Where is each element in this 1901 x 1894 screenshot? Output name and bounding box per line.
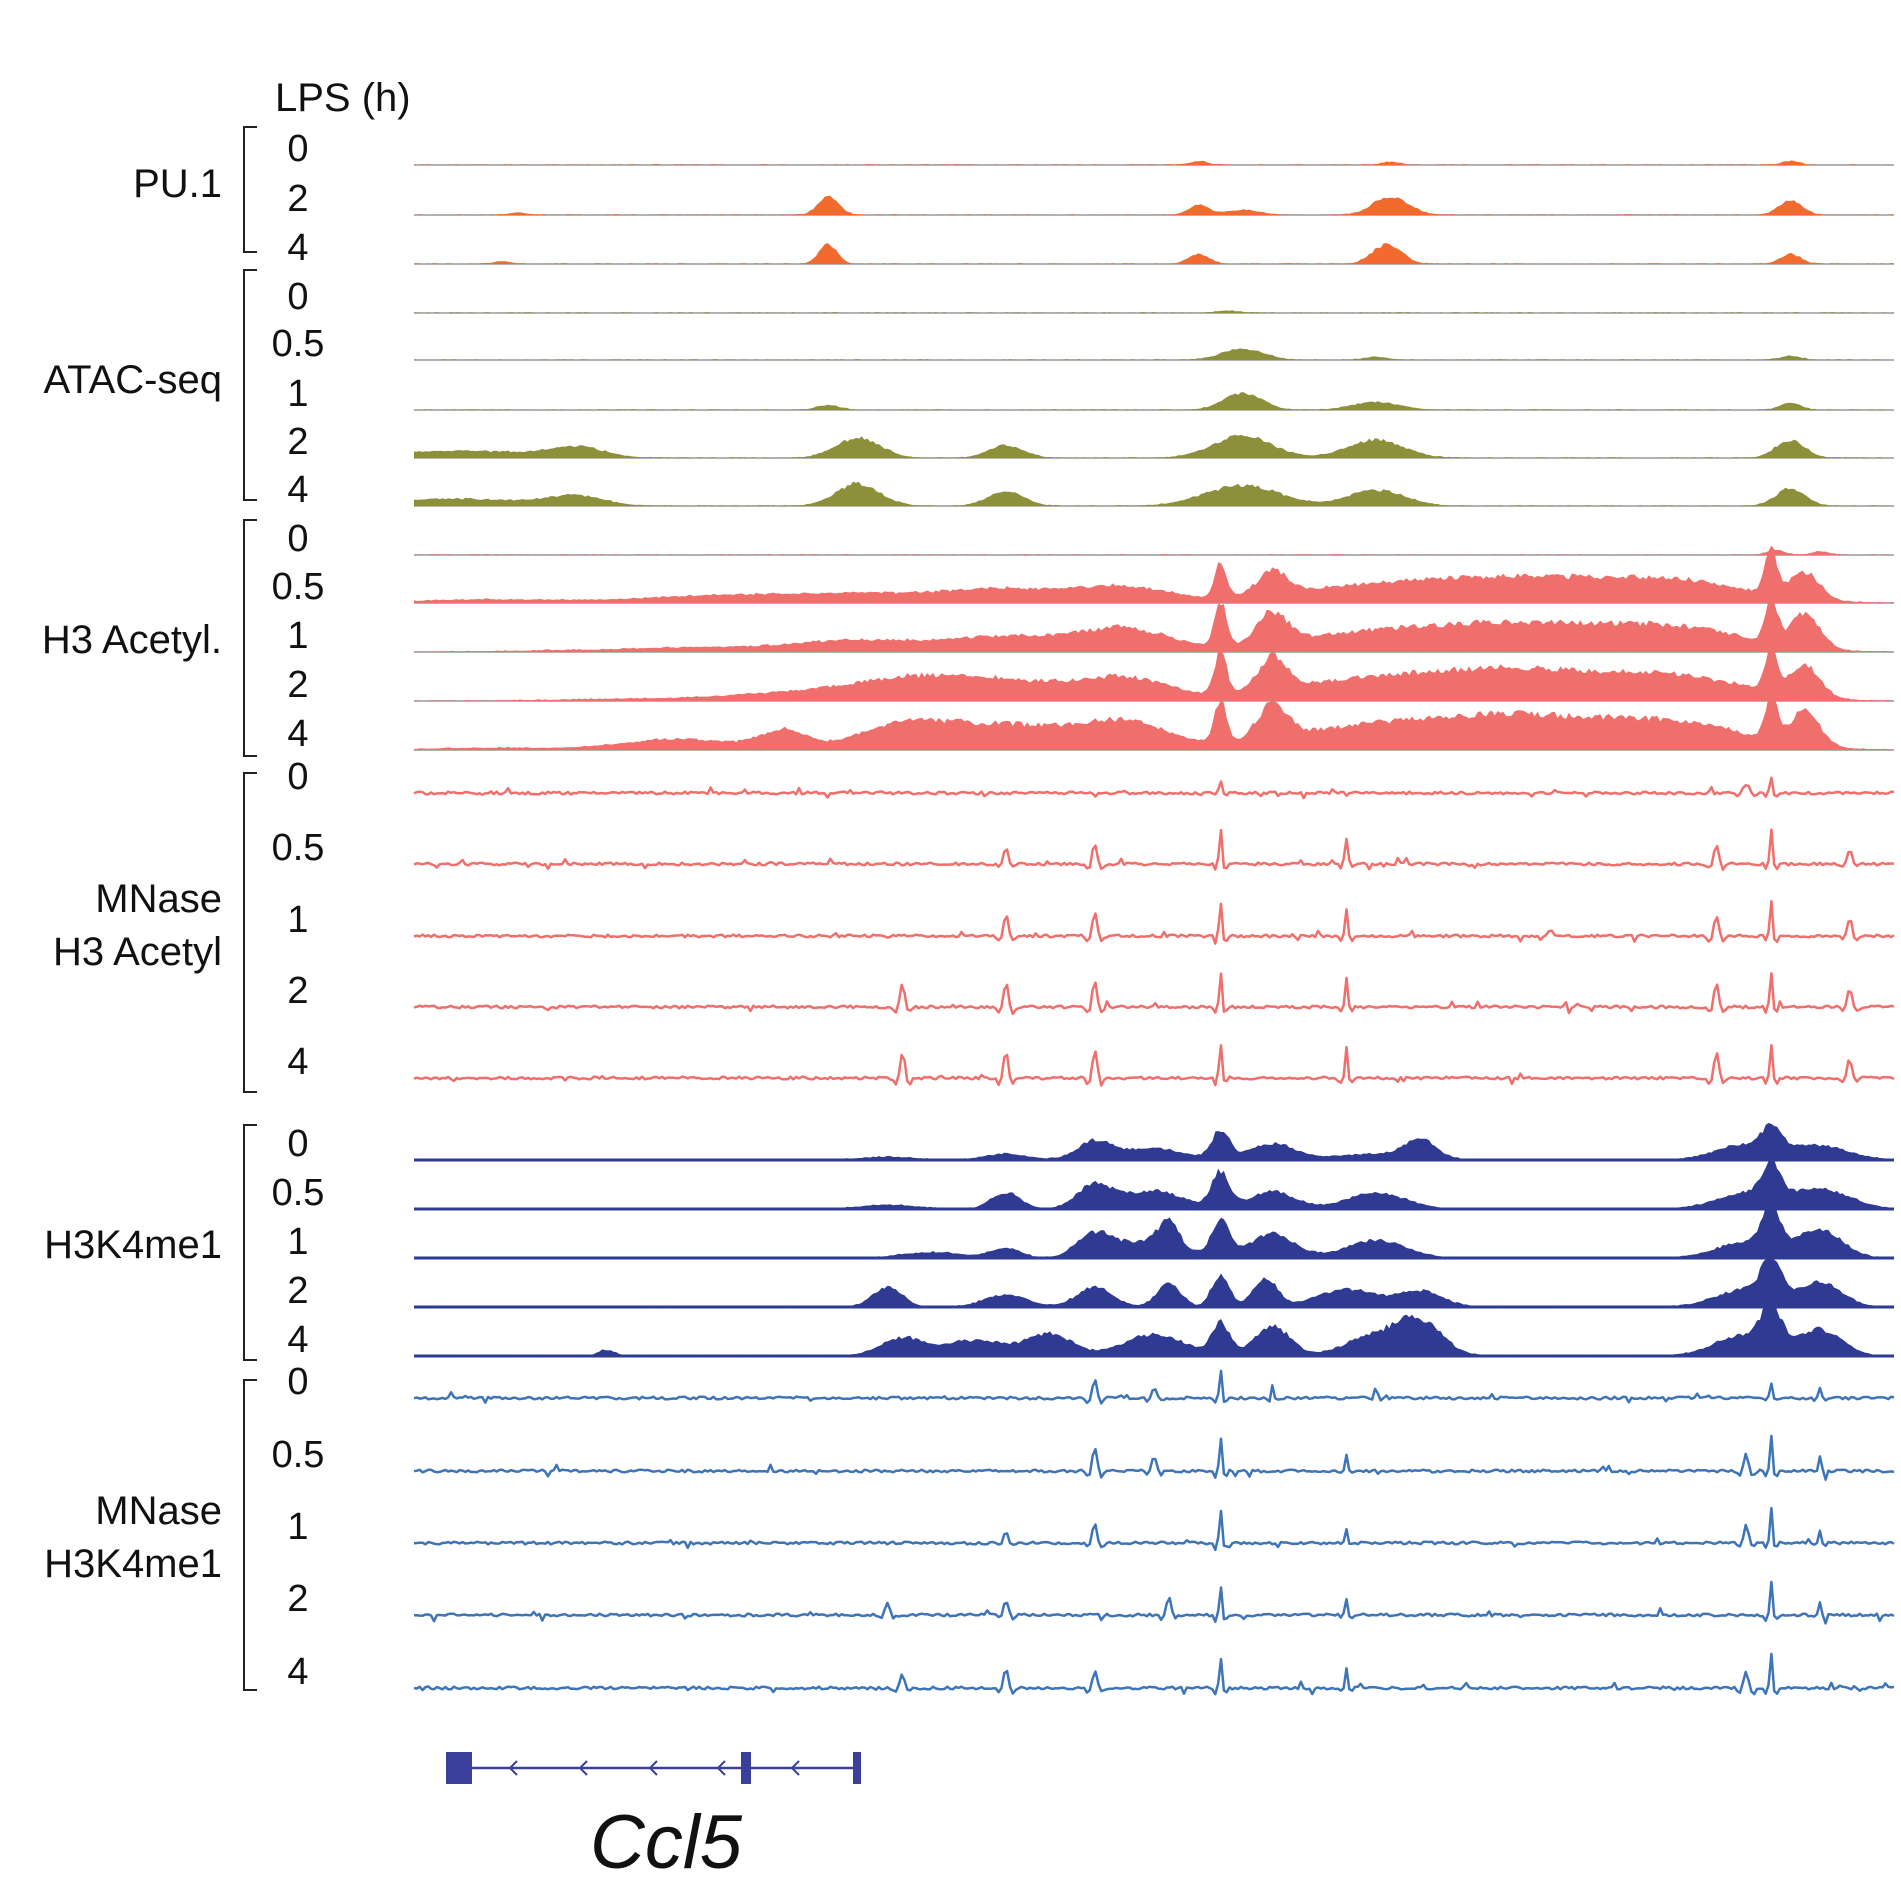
signal-area-h3-acetyl--0 bbox=[414, 549, 1894, 555]
group-label-4-0: H3K4me1 bbox=[44, 1223, 222, 1267]
timepoint-label: 2 bbox=[287, 178, 308, 220]
timepoint-label: 0.5 bbox=[272, 566, 325, 608]
gene-exon-2 bbox=[741, 1752, 751, 1784]
signal-area-h3-acetyl--0.5 bbox=[414, 545, 1894, 603]
group-label-3-1: H3 Acetyl bbox=[53, 930, 222, 974]
timepoint-label: 4 bbox=[287, 1319, 308, 1361]
gene-exon-1 bbox=[446, 1752, 472, 1784]
signal-area-pu-1-0 bbox=[414, 160, 1894, 165]
timepoint-label: 2 bbox=[287, 970, 308, 1012]
timepoint-label: 0 bbox=[287, 1361, 308, 1403]
gene-name: Ccl5 bbox=[590, 1800, 743, 1885]
timepoint-label: 1 bbox=[287, 615, 308, 657]
signal-area-atac-seq-4 bbox=[414, 481, 1894, 506]
group-bracket bbox=[243, 519, 257, 757]
timepoint-label: 0.5 bbox=[272, 1434, 325, 1476]
signal-area-atac-seq-2 bbox=[414, 434, 1894, 458]
signal-area-h3k4me1-0.5 bbox=[414, 1155, 1894, 1209]
signal-wiggle-mnase-h3-acetyl-1 bbox=[413, 899, 1895, 945]
timepoint-label: 1 bbox=[287, 1506, 308, 1548]
group-label-3-0: MNase bbox=[95, 877, 222, 921]
strand-arrow-icon bbox=[648, 1760, 658, 1776]
track-labels: PU.1 0 2 4 ATAC-seq 0 0.5 1 2 4 H3 Acetyl. 0 0.5 1 2 4 M… bbox=[42, 126, 325, 1693]
signal-wiggle-mnase-h3-acetyl-0.5 bbox=[413, 828, 1894, 871]
signal-wiggle-mnase-h3k4me1-0.5 bbox=[413, 1434, 1895, 1481]
signal-area-h3k4me1-0 bbox=[414, 1123, 1894, 1160]
group-bracket bbox=[243, 126, 257, 253]
strand-arrow-icon bbox=[578, 1760, 588, 1776]
signal-wiggle-mnase-h3-acetyl-4 bbox=[413, 1043, 1895, 1087]
signal-wiggle-mnase-h3k4me1-4 bbox=[413, 1652, 1895, 1696]
gene-model bbox=[446, 1752, 861, 1784]
timepoint-label: 0.5 bbox=[272, 323, 325, 365]
timepoint-label: 4 bbox=[287, 1041, 308, 1083]
strand-arrow-icon bbox=[508, 1760, 518, 1776]
timepoint-label: 0 bbox=[287, 128, 308, 170]
timepoint-label: 1 bbox=[287, 899, 308, 941]
group-label-0-0: PU.1 bbox=[133, 162, 222, 206]
signal-area-h3-acetyl--4 bbox=[414, 693, 1894, 750]
signal-area-pu-1-2 bbox=[414, 195, 1894, 215]
timepoint-label: 0.5 bbox=[272, 1172, 325, 1214]
timepoint-label: 1 bbox=[287, 1221, 308, 1263]
time-axis-label: LPS (h) bbox=[275, 76, 411, 120]
timepoint-label: 4 bbox=[287, 713, 308, 755]
group-label-1-0: ATAC-seq bbox=[43, 358, 222, 402]
timepoint-label: 4 bbox=[287, 469, 308, 511]
group-bracket bbox=[243, 1124, 257, 1361]
strand-arrow-icon bbox=[716, 1760, 726, 1776]
timepoint-label: 4 bbox=[287, 1651, 308, 1693]
signal-wiggle-mnase-h3k4me1-0 bbox=[413, 1369, 1895, 1405]
timepoint-label: 0.5 bbox=[272, 827, 325, 869]
group-label-5-0: MNase bbox=[95, 1489, 222, 1533]
group-label-5-1: H3K4me1 bbox=[44, 1542, 222, 1586]
timepoint-label: 0 bbox=[287, 518, 308, 560]
signal-area-h3-acetyl--1 bbox=[414, 599, 1894, 652]
group-bracket bbox=[243, 1379, 257, 1691]
strand-arrow-icon bbox=[790, 1760, 800, 1776]
timepoint-label: 0 bbox=[287, 276, 308, 318]
signal-area-atac-seq-0.5 bbox=[414, 348, 1894, 360]
timepoint-label: 2 bbox=[287, 1270, 308, 1312]
timepoint-label: 0 bbox=[287, 756, 308, 798]
signal-wiggle-mnase-h3k4me1-1 bbox=[413, 1506, 1895, 1552]
signal-tracks bbox=[413, 160, 1895, 1696]
signal-area-pu-1-4 bbox=[414, 243, 1894, 264]
signal-wiggle-mnase-h3k4me1-2 bbox=[413, 1580, 1895, 1625]
timepoint-label: 0 bbox=[287, 1123, 308, 1165]
signal-area-h3k4me1-1 bbox=[414, 1202, 1894, 1258]
signal-wiggle-mnase-h3-acetyl-2 bbox=[413, 972, 1895, 1016]
timepoint-label: 2 bbox=[287, 421, 308, 463]
group-bracket bbox=[243, 269, 257, 501]
gene-exon-3 bbox=[853, 1752, 861, 1784]
timepoint-label: 1 bbox=[287, 373, 308, 415]
group-bracket bbox=[243, 772, 257, 1093]
group-label-2-0: H3 Acetyl. bbox=[42, 618, 222, 662]
signal-area-atac-seq-0 bbox=[414, 310, 1894, 313]
signal-area-atac-seq-1 bbox=[414, 392, 1894, 410]
timepoint-label: 4 bbox=[287, 227, 308, 269]
timepoint-label: 2 bbox=[287, 664, 308, 706]
signal-area-h3-acetyl--2 bbox=[414, 647, 1894, 701]
signal-wiggle-mnase-h3-acetyl-0 bbox=[413, 776, 1895, 800]
timepoint-label: 2 bbox=[287, 1578, 308, 1620]
signal-area-h3k4me1-2 bbox=[414, 1248, 1894, 1307]
signal-area-h3k4me1-4 bbox=[414, 1299, 1894, 1356]
